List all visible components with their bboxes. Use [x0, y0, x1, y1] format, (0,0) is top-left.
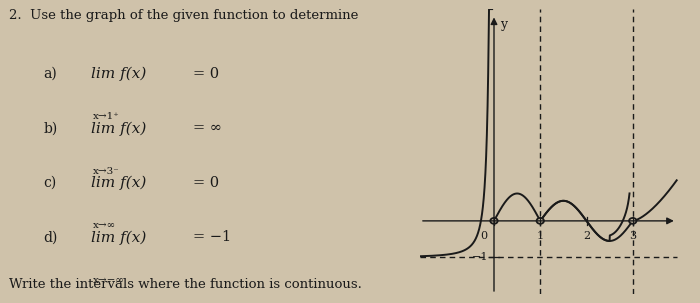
Text: −1: −1: [472, 252, 489, 262]
Text: lim f(x): lim f(x): [91, 121, 146, 135]
Text: x→−∞: x→−∞: [93, 276, 125, 285]
Text: = −1: = −1: [193, 230, 231, 244]
Circle shape: [491, 218, 497, 223]
Text: c): c): [43, 176, 57, 190]
Circle shape: [537, 218, 543, 223]
Text: x→1⁺: x→1⁺: [93, 112, 120, 121]
Text: x→3⁻: x→3⁻: [93, 167, 120, 176]
Text: lim f(x): lim f(x): [91, 67, 146, 81]
Text: = 0: = 0: [193, 67, 219, 81]
Text: d): d): [43, 230, 58, 244]
Text: lim f(x): lim f(x): [91, 230, 146, 245]
Text: 0: 0: [480, 231, 487, 241]
Text: x→∞: x→∞: [93, 221, 117, 230]
Text: = 0: = 0: [193, 176, 219, 190]
Text: y: y: [500, 18, 507, 31]
Text: = ∞: = ∞: [193, 121, 222, 135]
Circle shape: [629, 218, 636, 223]
Text: 3: 3: [629, 231, 636, 241]
Text: 2.  Use the graph of the given function to determine: 2. Use the graph of the given function t…: [8, 9, 358, 22]
Text: 2: 2: [583, 231, 590, 241]
Text: b): b): [43, 121, 57, 135]
Text: 1: 1: [537, 231, 544, 241]
Text: a): a): [43, 67, 57, 81]
Text: Write the intervals where the function is continuous.: Write the intervals where the function i…: [8, 278, 362, 291]
Text: lim f(x): lim f(x): [91, 176, 146, 190]
